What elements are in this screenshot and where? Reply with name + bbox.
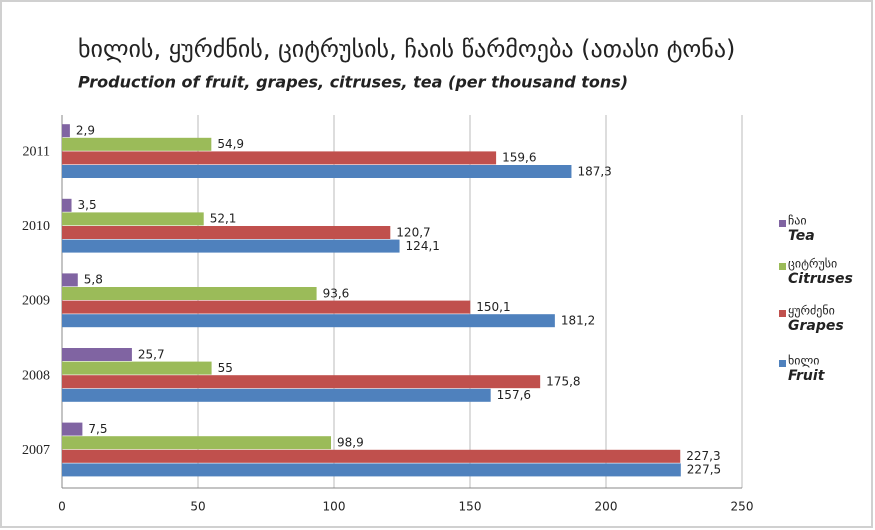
legend-label: Grapes <box>788 318 844 334</box>
legend-label: Citruses <box>788 271 853 287</box>
bar <box>62 287 317 300</box>
data-label: 175,8 <box>546 375 580 389</box>
x-tick-label: 100 <box>323 500 346 514</box>
y-tick-label: 2008 <box>22 368 50 383</box>
x-tick-label: 200 <box>595 500 618 514</box>
bar <box>62 151 497 165</box>
chart-subtitle: Production of fruit, grapes, citruses, t… <box>78 73 628 92</box>
data-label: 93,6 <box>323 286 350 300</box>
x-tick-label: 0 <box>58 500 66 514</box>
data-label: 5,8 <box>84 273 103 287</box>
data-label: 3,5 <box>78 198 97 212</box>
data-label: 157,6 <box>497 388 531 402</box>
legend-swatch <box>779 360 786 367</box>
data-label: 55 <box>218 361 233 375</box>
bar <box>62 226 391 239</box>
bar <box>62 436 332 450</box>
bar <box>62 124 70 138</box>
legend-swatch <box>779 263 786 270</box>
bar <box>62 348 132 361</box>
legend-swatch <box>779 310 786 317</box>
bar <box>62 314 555 328</box>
data-label: 159,6 <box>502 151 536 165</box>
bar <box>62 198 72 212</box>
legend-swatch <box>779 220 786 227</box>
data-label: 181,2 <box>561 314 595 328</box>
chart-title: ხილის, ყურძნის, ციტრუსის, ჩაის წარმოება … <box>78 35 735 63</box>
data-label: 150,1 <box>476 300 510 314</box>
legend-label: ციტრუსი <box>788 257 837 271</box>
bar <box>62 361 212 375</box>
y-tick-label: 2010 <box>22 219 50 234</box>
data-label: 227,5 <box>687 463 721 477</box>
data-label: 187,3 <box>577 164 611 178</box>
bar <box>62 388 491 402</box>
data-label: 52,1 <box>210 212 237 226</box>
legend-label: Tea <box>788 228 815 244</box>
data-label: 54,9 <box>217 137 244 151</box>
y-tick-label: 2007 <box>22 443 50 458</box>
data-label: 120,7 <box>396 225 430 239</box>
x-tick-label: 150 <box>459 500 482 514</box>
y-tick-label: 2009 <box>22 294 50 309</box>
bar <box>62 165 572 178</box>
bar <box>62 375 541 389</box>
data-label: 7,5 <box>88 422 107 436</box>
legend-label: ყურძენი <box>788 304 835 318</box>
legend-label: ჩაი <box>788 214 807 228</box>
data-label: 25,7 <box>138 347 165 361</box>
y-tick-label: 2011 <box>23 145 50 160</box>
data-label: 2,9 <box>76 124 95 138</box>
legend-label: ხილი <box>788 354 819 368</box>
bar <box>62 449 681 463</box>
x-tick-label: 50 <box>190 500 205 514</box>
data-label: 98,9 <box>337 436 364 450</box>
bar <box>62 137 212 151</box>
bar <box>62 463 681 477</box>
bar <box>62 273 78 287</box>
bar <box>62 239 400 253</box>
legend-label: Fruit <box>788 368 826 384</box>
bar <box>62 422 83 436</box>
x-tick-label: 250 <box>731 500 754 514</box>
bar <box>62 212 204 226</box>
data-label: 227,3 <box>686 449 720 463</box>
bar <box>62 300 471 314</box>
data-label: 124,1 <box>406 239 440 253</box>
